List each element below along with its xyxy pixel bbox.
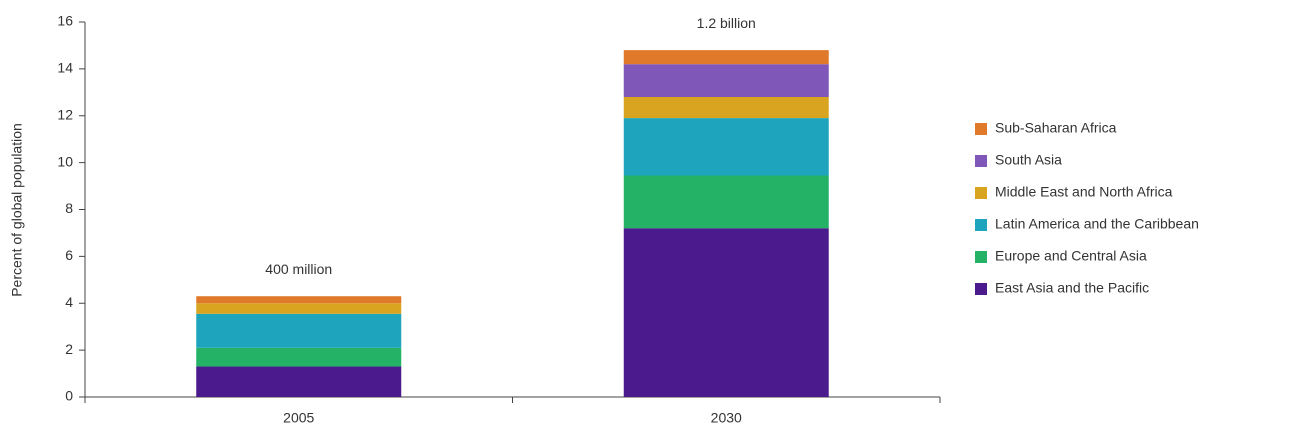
- y-axis-label: Percent of global population: [9, 123, 25, 297]
- y-tick-label: 14: [57, 60, 73, 76]
- bar-segment: [196, 303, 402, 314]
- legend-label: Sub-Saharan Africa: [995, 120, 1117, 136]
- bar-annotation: 1.2 billion: [697, 15, 756, 31]
- y-tick-label: 0: [65, 388, 73, 404]
- bar-segment: [196, 313, 402, 348]
- bar-segment: [196, 347, 402, 367]
- bar-annotation: 400 million: [265, 261, 332, 277]
- x-tick-label: 2005: [283, 410, 314, 426]
- y-tick-label: 2: [65, 341, 73, 357]
- legend-label: Europe and Central Asia: [995, 248, 1147, 264]
- legend-swatch: [975, 251, 987, 263]
- legend-label: Middle East and North Africa: [995, 184, 1173, 200]
- bar-segment: [623, 97, 829, 119]
- legend-swatch: [975, 123, 987, 135]
- bar-segment: [623, 50, 829, 65]
- y-tick-label: 8: [65, 200, 73, 216]
- bar-segment: [623, 118, 829, 176]
- y-tick-label: 10: [57, 153, 73, 169]
- bar-segment: [196, 366, 402, 397]
- bar-segment: [623, 64, 829, 97]
- legend-swatch: [975, 187, 987, 199]
- legend-swatch: [975, 219, 987, 231]
- legend-label: Latin America and the Caribbean: [995, 216, 1199, 232]
- y-tick-label: 4: [65, 294, 73, 310]
- y-tick-label: 16: [57, 13, 73, 29]
- y-tick-label: 6: [65, 247, 73, 263]
- legend-label: East Asia and the Pacific: [995, 280, 1149, 296]
- y-tick-label: 12: [57, 106, 73, 122]
- x-tick-label: 2030: [711, 410, 742, 426]
- bar-segment: [623, 228, 829, 397]
- legend-label: South Asia: [995, 152, 1062, 168]
- legend-swatch: [975, 155, 987, 167]
- bar-segment: [196, 296, 402, 304]
- bar-segment: [623, 175, 829, 229]
- legend-swatch: [975, 283, 987, 295]
